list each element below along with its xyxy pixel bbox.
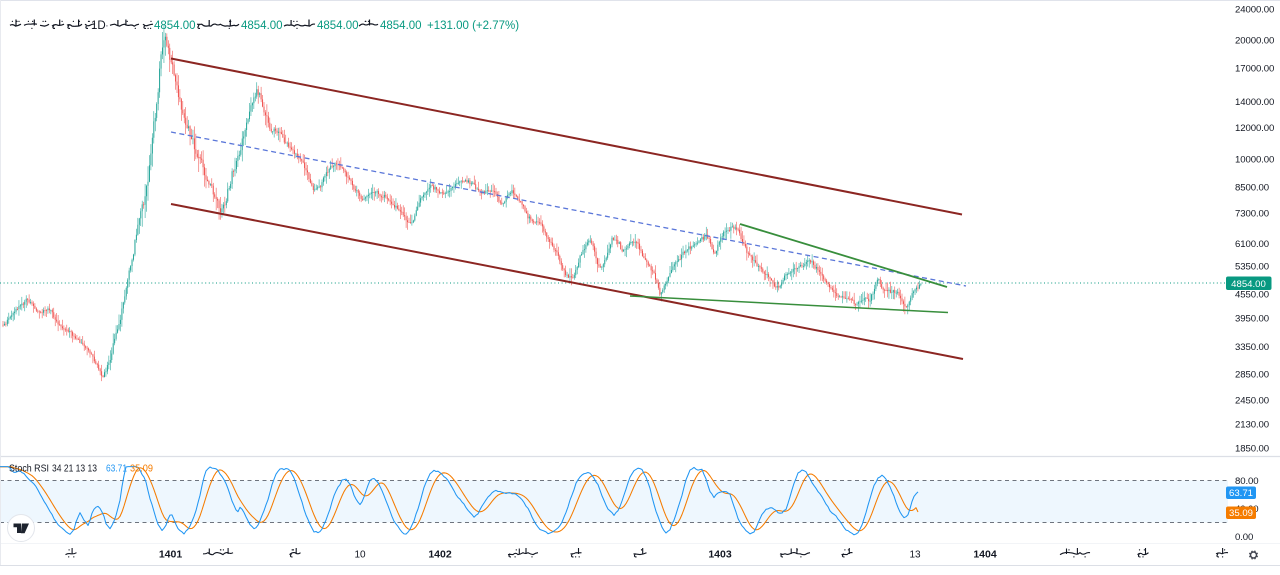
svg-text:Stoch RSI: Stoch RSI (9, 463, 49, 475)
svg-text:+131.00 (+2.77%): +131.00 (+2.77%) (427, 20, 519, 32)
svg-text:12000.00: 12000.00 (1235, 123, 1274, 134)
svg-text:24000.00: 24000.00 (1235, 4, 1274, 15)
svg-text:7300.00: 7300.00 (1235, 208, 1269, 219)
svg-text:·: · (85, 20, 89, 32)
svg-text:1850.00: 1850.00 (1235, 444, 1269, 455)
svg-text:10000.00: 10000.00 (1235, 154, 1274, 165)
svg-text:35.09: 35.09 (1229, 508, 1253, 519)
svg-text:10: 10 (354, 550, 366, 561)
svg-text:4854.00: 4854.00 (380, 20, 422, 32)
svg-text:·: · (105, 20, 109, 32)
svg-text:4854.00: 4854.00 (154, 20, 196, 32)
svg-text:8500.00: 8500.00 (1235, 182, 1269, 193)
svg-text:4854.00: 4854.00 (1231, 279, 1266, 290)
svg-text:1404: 1404 (973, 549, 997, 561)
svg-text:1401: 1401 (159, 549, 183, 561)
svg-text:3350.00: 3350.00 (1235, 342, 1269, 353)
svg-text:1D: 1D (91, 20, 106, 32)
svg-text:63.71: 63.71 (1229, 488, 1253, 499)
svg-text:0.00: 0.00 (1235, 532, 1253, 543)
svg-text:4854.00: 4854.00 (317, 20, 359, 32)
svg-text:4854.00: 4854.00 (241, 20, 283, 32)
svg-text:35.09: 35.09 (130, 463, 153, 475)
svg-text:2850.00: 2850.00 (1235, 370, 1269, 381)
svg-text:63.71: 63.71 (106, 463, 127, 475)
svg-text:34 21 13 13: 34 21 13 13 (52, 463, 97, 475)
svg-text:6100.00: 6100.00 (1235, 239, 1269, 250)
svg-text:2130.00: 2130.00 (1235, 420, 1269, 431)
svg-text:2450.00: 2450.00 (1235, 396, 1269, 407)
svg-text:1403: 1403 (708, 549, 732, 561)
svg-text:1402: 1402 (428, 549, 452, 561)
svg-text:4550.00: 4550.00 (1235, 289, 1269, 300)
svg-text:20000.00: 20000.00 (1235, 36, 1274, 47)
svg-text:5350.00: 5350.00 (1235, 262, 1269, 273)
svg-text:80.00: 80.00 (1235, 476, 1259, 487)
svg-text:13: 13 (909, 550, 921, 561)
svg-text:17000.00: 17000.00 (1235, 64, 1274, 75)
svg-text:14000.00: 14000.00 (1235, 97, 1274, 108)
svg-text:3950.00: 3950.00 (1235, 314, 1269, 325)
